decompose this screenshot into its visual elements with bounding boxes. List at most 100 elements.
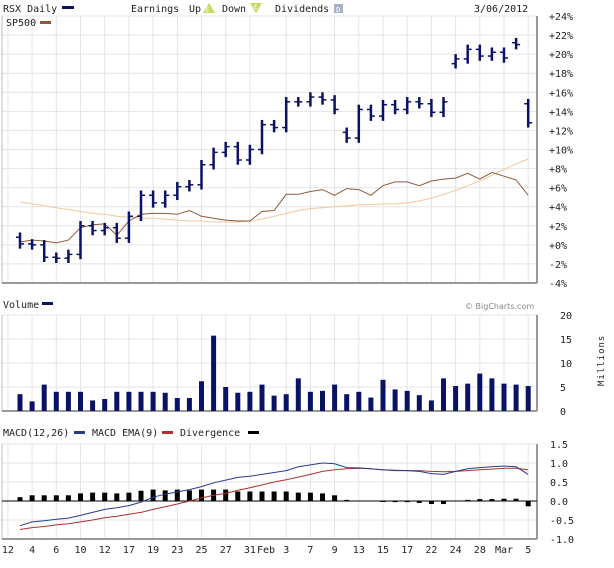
price-bar — [88, 221, 97, 236]
macd-legend-swatch — [74, 431, 85, 434]
moving-average-line — [19, 158, 529, 223]
price-bar — [415, 97, 424, 109]
volume-bar — [174, 398, 180, 411]
divergence-bar — [78, 493, 83, 501]
price-bar — [487, 47, 496, 61]
divergence-bar — [114, 493, 120, 501]
price-bar — [403, 97, 412, 115]
price-bar — [342, 127, 351, 143]
x-axis: 12 4 6 10 12 17 19 23 25 27 31 Feb 3 7 9 13 15 17 22 24 28 Ma… — [2, 545, 531, 556]
price-ytick-label: -4% — [549, 279, 567, 290]
x-axis-label: 7 — [307, 545, 313, 556]
volume-bar — [307, 391, 313, 411]
volume-bar — [102, 399, 108, 411]
volume-bar — [453, 386, 459, 411]
x-axis-label: 9 — [332, 545, 338, 556]
volume-bar — [114, 391, 120, 411]
x-axis-label: 17 — [123, 545, 135, 556]
volume-bar — [259, 384, 265, 411]
divergence-bar — [320, 493, 325, 501]
price-bar — [270, 119, 279, 133]
price-bar — [330, 95, 339, 115]
volume-unit-label: Millions — [597, 335, 607, 386]
earnings-down-label: Down — [222, 4, 246, 15]
divergence-bar — [501, 498, 507, 501]
divergence-bar — [525, 501, 531, 507]
divergence-bar — [235, 491, 241, 501]
x-axis-label: 31 — [244, 545, 256, 556]
price-bar — [173, 181, 182, 201]
volume-title: Volume — [3, 300, 39, 311]
price-bar — [294, 97, 303, 107]
price-bar — [221, 141, 230, 158]
divergence-bar — [428, 501, 434, 505]
x-axis-label: 17 — [401, 545, 413, 556]
divergence-bar — [65, 495, 71, 501]
price-ytick-label: +8% — [549, 165, 567, 176]
price-bar — [149, 190, 158, 208]
volume-bar — [41, 384, 47, 411]
price-ytick-label: +20% — [549, 50, 573, 61]
price-bar — [197, 159, 206, 190]
x-axis-label: 4 — [29, 545, 35, 556]
volume-bar — [186, 398, 192, 411]
price-bar — [112, 222, 121, 243]
divergence-bar — [17, 497, 23, 501]
volume-bar — [416, 395, 422, 411]
volume-bar — [90, 400, 96, 411]
divergence-bar — [489, 499, 495, 501]
divergence-bar — [174, 489, 180, 501]
volume-bar — [344, 394, 350, 411]
divergence-bar — [465, 499, 471, 501]
volume-bar — [380, 379, 386, 411]
price-bar — [258, 119, 266, 155]
divergence-bar — [247, 491, 253, 501]
macd-ytick-label: 1.0 — [550, 459, 568, 470]
x-axis-label: 13 — [353, 545, 365, 556]
price-ytick-label: -2% — [549, 260, 567, 271]
macd-ytick-label: 0.0 — [550, 497, 568, 508]
x-axis-label: 24 — [450, 545, 462, 556]
x-axis-label: 28 — [474, 545, 486, 556]
divergence-bar — [344, 499, 350, 501]
x-axis-label: 12 — [2, 545, 14, 556]
divergence-bar — [162, 490, 168, 501]
price-ytick-label: +2% — [549, 222, 567, 233]
earnings-down-icon: E — [250, 3, 262, 13]
macd-ytick-label: -1.0 — [550, 535, 574, 546]
price-bar — [28, 239, 37, 250]
price-bar — [161, 190, 170, 208]
price-bar — [185, 180, 194, 192]
price-bar — [391, 99, 400, 115]
price-bar — [76, 221, 85, 260]
volume-bar — [332, 384, 338, 411]
earnings-label: Earnings — [131, 4, 179, 15]
price-ytick-label: +16% — [549, 88, 573, 99]
divergence-bar — [477, 499, 483, 501]
macd-panel: 1.5 1.0 0.5 0.0 -0.5 -1.0 — [1, 440, 574, 546]
volume-bar — [138, 391, 144, 411]
divergence-bar — [150, 489, 156, 501]
macd-ema-line — [19, 467, 529, 530]
volume-bar — [78, 391, 83, 411]
price-bar — [475, 44, 484, 61]
volume-bar — [513, 384, 519, 411]
symbol-label: RSX Daily — [3, 4, 57, 15]
macd-line — [19, 462, 529, 527]
volume-bar — [525, 386, 531, 411]
divergence-bar — [380, 501, 386, 502]
price-ytick-label: +6% — [549, 184, 567, 195]
chart-date: 3/06/2012 — [474, 4, 528, 15]
macd-background — [2, 444, 537, 539]
divergence-bar — [102, 492, 108, 501]
price-bar — [40, 240, 49, 263]
price-bar — [124, 211, 133, 243]
divergence-bar — [513, 498, 519, 501]
x-axis-label: 19 — [147, 545, 159, 556]
divergence-bar — [404, 501, 410, 503]
price-bar — [100, 222, 109, 236]
x-axis-label: Feb — [257, 545, 275, 556]
divergence-bar — [223, 489, 229, 501]
macd-ema-label: MACD EMA(9) — [92, 428, 158, 439]
divergence-bar — [29, 495, 35, 501]
